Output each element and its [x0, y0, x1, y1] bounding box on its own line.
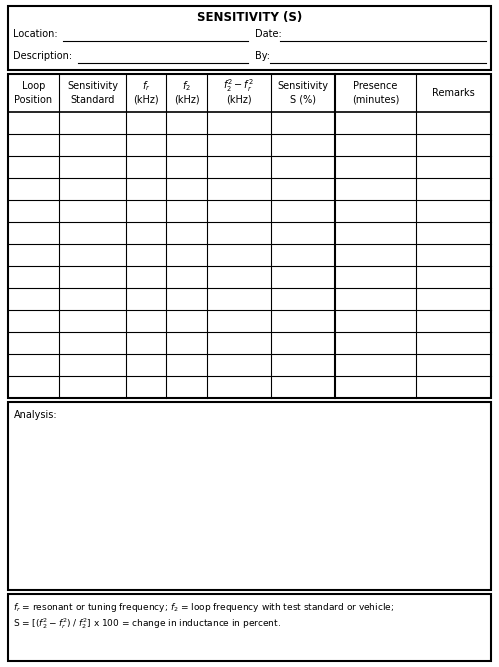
Text: Remarks: Remarks	[432, 88, 475, 98]
Text: (kHz): (kHz)	[226, 95, 251, 105]
Bar	[8, 6, 491, 70]
Text: $f_2$: $f_2$	[182, 79, 191, 93]
Text: Sensitivity: Sensitivity	[67, 81, 118, 91]
Text: Date:: Date:	[255, 29, 282, 39]
Text: Analysis:: Analysis:	[14, 410, 57, 420]
Bar	[8, 74, 491, 398]
Text: S = [($f_2^2 - f_r^2$) / $f_2^2$] x 100 = change in inductance in percent.: S = [($f_2^2 - f_r^2$) / $f_2^2$] x 100 …	[13, 616, 281, 632]
Text: Standard: Standard	[70, 95, 115, 105]
Text: $f_r$: $f_r$	[142, 79, 151, 93]
Text: Position: Position	[14, 95, 52, 105]
Text: Loop: Loop	[22, 81, 45, 91]
Text: Presence: Presence	[353, 81, 398, 91]
Text: $f_r$ = resonant or tuning frequency; $f_2$ = loop frequency with test standard : $f_r$ = resonant or tuning frequency; $f…	[13, 602, 394, 614]
Text: Location:: Location:	[13, 29, 57, 39]
Text: S (%): S (%)	[290, 95, 316, 105]
Text: (kHz): (kHz)	[133, 95, 159, 105]
Text: $f_2^2 - f_r^2$: $f_2^2 - f_r^2$	[224, 77, 254, 95]
Text: SENSITIVITY (S): SENSITIVITY (S)	[197, 11, 302, 25]
Text: Sensitivity: Sensitivity	[277, 81, 329, 91]
Text: Description:: Description:	[13, 51, 72, 61]
Text: (kHz): (kHz)	[174, 95, 199, 105]
Bar	[8, 594, 491, 661]
Text: By:: By:	[255, 51, 270, 61]
Text: (minutes): (minutes)	[352, 95, 399, 105]
Bar	[8, 402, 491, 590]
